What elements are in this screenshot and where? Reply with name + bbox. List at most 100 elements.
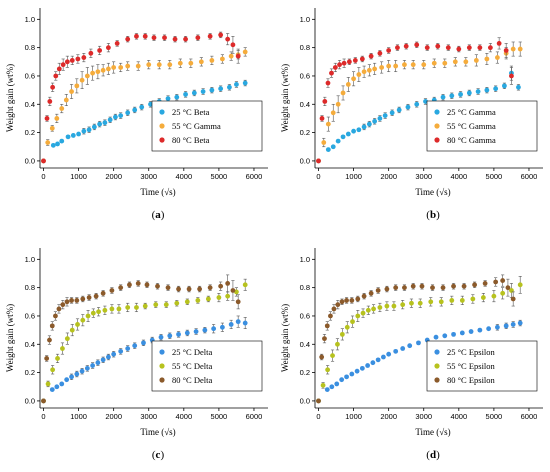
data-point [384, 286, 390, 292]
x-tick-label: 2000 [380, 412, 397, 421]
data-point [386, 63, 392, 69]
data-point [228, 53, 234, 59]
data-point [81, 128, 87, 134]
data-point [409, 300, 414, 306]
data-point [54, 116, 60, 121]
data-point [402, 285, 407, 291]
data-point [386, 351, 392, 357]
legend-box [426, 340, 538, 392]
x-tick-label: 5000 [486, 172, 503, 181]
x-tick-label: 3000 [415, 412, 432, 421]
data-point [417, 300, 423, 306]
x-tick-label: 1000 [345, 412, 362, 421]
y-tick-label: 1.0 [300, 15, 310, 24]
data-point [407, 343, 413, 349]
data-point [510, 322, 516, 327]
data-point [167, 333, 173, 339]
data-point [344, 374, 349, 380]
legend-label: 55 °C Gamma [172, 121, 221, 131]
data-point [100, 357, 106, 363]
data-point [322, 336, 327, 342]
data-point [148, 101, 153, 107]
data-point [351, 128, 356, 134]
x-axis-title: Time (√s) [140, 187, 175, 197]
data-point [505, 285, 511, 291]
data-point [445, 45, 451, 51]
data-point [155, 283, 160, 289]
x-tick-label: 2000 [105, 172, 122, 181]
panel-label-c: (c) [152, 449, 165, 461]
data-point [477, 45, 483, 51]
legend-label: 80 °C Gamma [447, 135, 496, 145]
data-point [500, 290, 506, 296]
data-point [141, 340, 146, 346]
data-point [211, 326, 217, 332]
data-point [456, 46, 462, 52]
data-point [235, 319, 241, 325]
data-point [230, 288, 236, 293]
data-point [118, 348, 124, 354]
data-point [65, 134, 71, 140]
data-point [135, 280, 141, 286]
data-point [470, 296, 476, 302]
data-point [335, 101, 341, 107]
data-point [320, 382, 326, 388]
data-point [377, 50, 383, 56]
data-point [176, 286, 181, 292]
data-point [328, 313, 333, 319]
data-point [80, 317, 86, 323]
data-point [135, 63, 141, 69]
data-point [325, 367, 331, 373]
panel-label-a: (a) [152, 209, 165, 221]
y-tick-label: 0.6 [300, 72, 310, 81]
data-point [242, 80, 248, 86]
data-point [41, 398, 46, 404]
chart-panel-c: 0.0 0.2 0.4 0.6 0.8 1.0 0 1000 2000 3000 4000 5000 6… [5, 248, 268, 461]
x-tick-label: 4000 [450, 172, 467, 181]
data-point [475, 89, 481, 94]
data-point [335, 341, 340, 347]
y-tick-label: 0.8 [300, 43, 310, 52]
series-1 [316, 65, 521, 164]
data-point [220, 56, 225, 62]
data-point [125, 305, 131, 310]
y-tick-label: 0.6 [25, 72, 35, 81]
data-point [195, 35, 201, 41]
data-point [370, 360, 376, 366]
series-2 [41, 47, 248, 164]
legend: 25 °C Beta 55 °C Gamma 80 °C Beta [151, 100, 263, 152]
data-point [402, 62, 407, 68]
data-point [209, 57, 215, 63]
data-point [375, 288, 381, 293]
data-point [90, 363, 96, 368]
data-point [41, 158, 46, 164]
data-point [132, 343, 138, 349]
data-point [195, 297, 201, 303]
y-tick-label: 0.2 [25, 128, 35, 137]
data-point [63, 97, 69, 103]
data-point [167, 62, 173, 68]
data-point [355, 296, 361, 302]
data-point [430, 285, 435, 291]
data-point [329, 384, 335, 390]
data-point [487, 45, 493, 51]
y-tick-label: 0.4 [300, 340, 310, 349]
data-point [144, 282, 150, 288]
data-point [176, 331, 181, 337]
data-point [74, 297, 80, 303]
data-point [431, 60, 437, 66]
data-point [53, 313, 58, 319]
data-point [49, 387, 55, 392]
data-point [451, 331, 456, 337]
x-tick-label: 2000 [380, 172, 397, 181]
data-point [64, 377, 70, 383]
data-point [509, 73, 514, 79]
data-point [53, 73, 59, 79]
data-point [49, 323, 55, 329]
data-point [356, 72, 362, 77]
x-axis-title: Time (√s) [415, 427, 450, 437]
series-1 [41, 79, 248, 164]
data-point [355, 313, 361, 319]
panel-label-d: (d) [426, 449, 440, 461]
legend-label: 25 °C Delta [172, 347, 212, 357]
